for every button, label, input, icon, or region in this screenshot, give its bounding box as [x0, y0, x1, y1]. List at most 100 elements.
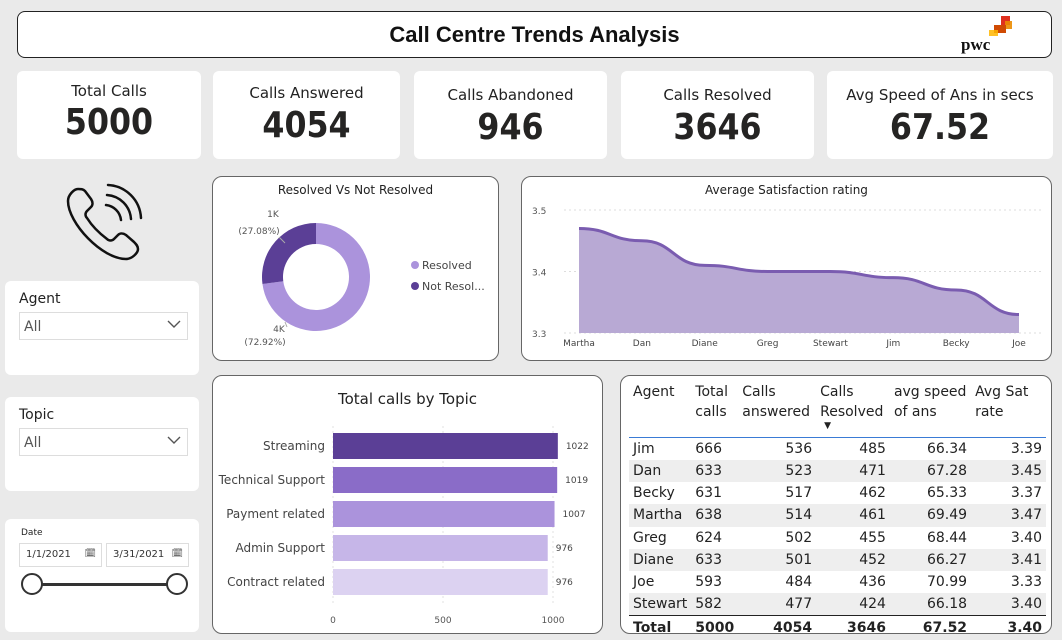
table-cell: 424 [859, 596, 886, 613]
kpi-card-avg-speed: Avg Speed of Ans in secs 67.52 [827, 71, 1053, 159]
table-row[interactable]: Dan 633 523 471 67.28 3.45 [629, 460, 1046, 483]
date-slicer-label: Date [21, 528, 43, 538]
start-date-input[interactable]: 1/1/2021 🗓 [19, 543, 102, 567]
bar-data-label: 976 [556, 578, 573, 588]
bar-chart: 0 500 1000 Streaming 1022 Technical Support 10… [218, 426, 589, 626]
sort-descending-icon: ▼ [824, 421, 832, 431]
table-cell: 582 [695, 596, 722, 613]
table-row[interactable]: Diane 633 501 452 66.27 3.41 [629, 548, 1046, 571]
y-tick-label: Admin Support [236, 541, 326, 555]
table-cell: 638 [695, 507, 722, 524]
bar-title: Total calls by Topic [337, 390, 478, 408]
column-header-total-calls[interactable]: Total calls [695, 384, 728, 420]
donut-data-label: 4K [273, 325, 286, 335]
donut-slice[interactable] [262, 223, 316, 285]
area-series-line[interactable] [578, 226, 1020, 317]
table-cell: Greg [633, 529, 667, 546]
table-cell: 3.40 [971, 615, 1046, 640]
table-cell: 452 [859, 551, 886, 568]
table-cell: 4054 [738, 615, 817, 640]
kpi-value: 5000 [64, 102, 154, 143]
end-date-value: 3/31/2021 [113, 549, 165, 560]
y-tick-label: Technical Support [218, 473, 326, 487]
kpi-card-calls-answered: Calls Answered 4054 [213, 71, 400, 159]
x-tick-label: Diane [692, 339, 719, 349]
table-cell: 65.33 [926, 485, 968, 502]
donut-leader-line [284, 321, 288, 328]
date-slider-track[interactable] [31, 583, 177, 586]
column-header-avg-speed[interactable]: avg speed of ans [893, 384, 967, 420]
kpi-value: 67.52 [889, 107, 991, 148]
donut-percent-label: (72.92%) [244, 338, 285, 348]
table-cell: Dan [633, 463, 662, 480]
chevron-down-icon [167, 436, 181, 444]
table-row[interactable]: Joe 593 484 436 70.99 3.33 [629, 571, 1046, 593]
page-title: Call Centre Trends Analysis [389, 22, 680, 47]
kpi-label: Total Calls [71, 82, 147, 100]
table-row[interactable]: Jim 666 536 485 66.34 3.39 [629, 438, 1046, 461]
table-cell: 631 [695, 485, 722, 502]
table-cell: 477 [785, 596, 813, 613]
x-tick-label: Stewart [813, 339, 848, 349]
topic-dropdown[interactable]: All [19, 428, 188, 456]
table-cell: 485 [859, 441, 886, 457]
donut-title: Resolved Vs Not Resolved [277, 183, 434, 197]
kpi-value: 3646 [673, 107, 762, 148]
bar[interactable] [333, 569, 548, 595]
legend-label[interactable]: Not Resol... [422, 280, 485, 293]
end-date-input[interactable]: 3/31/2021 🗓 [106, 543, 189, 567]
y-tick-label: Payment related [226, 507, 325, 521]
topic-slicer: Topic All [5, 397, 199, 491]
x-tick-label: Becky [943, 339, 971, 349]
start-date-value: 1/1/2021 [26, 549, 71, 560]
table-header-row: Agent Total calls Calls answered Calls R… [629, 380, 1046, 438]
x-tick-label: Martha [563, 339, 595, 349]
table-row[interactable]: Becky 631 517 462 65.33 3.37 [629, 482, 1046, 504]
table-cell: 502 [785, 529, 813, 546]
table-cell: Joe [633, 574, 655, 591]
table-row[interactable]: Stewart 582 477 424 66.18 3.40 [629, 593, 1046, 616]
column-header-calls-resolved[interactable]: Calls Resolved ▼ [816, 380, 890, 438]
column-header-avg-sat[interactable]: Avg Sat rate [975, 384, 1029, 420]
agent-slicer-label: Agent [19, 291, 61, 307]
bar[interactable] [333, 467, 558, 493]
bar[interactable] [333, 433, 558, 459]
y-tick-label: Streaming [263, 439, 325, 453]
table-cell: 3.40 [1010, 596, 1042, 613]
donut-slice[interactable] [262, 223, 370, 331]
table-cell: 3.45 [1010, 463, 1042, 480]
satisfaction-area-panel: Average Satisfaction rating 3.5 3.4 3.3 Mar… [521, 176, 1052, 361]
table-cell: 462 [859, 485, 886, 502]
x-tick-label: Jim [885, 339, 900, 349]
donut-data-label: 1K [267, 210, 280, 220]
title-bar: Call Centre Trends Analysis pwc [17, 11, 1052, 58]
table-cell: 70.99 [926, 574, 968, 591]
table-cell: 666 [695, 441, 722, 457]
bar[interactable] [333, 535, 548, 561]
table-cell: 3.33 [1010, 574, 1042, 591]
x-tick-label: 0 [330, 616, 336, 626]
agent-dropdown[interactable]: All [19, 312, 188, 340]
table-body: Jim 666 536 485 66.34 3.39 Dan 633 523 471 67.28 3.… [629, 438, 1046, 616]
kpi-value: 4054 [262, 105, 351, 146]
column-header-calls-answered[interactable]: Calls answered [742, 384, 811, 420]
agent-slicer: Agent All [5, 281, 199, 375]
table-row[interactable]: Martha 638 514 461 69.49 3.47 [629, 504, 1046, 527]
column-header-agent[interactable]: Agent [633, 384, 675, 400]
bar-data-label: 976 [556, 544, 573, 554]
date-slider-end-handle[interactable] [166, 573, 188, 595]
area-title: Average Satisfaction rating [705, 183, 868, 197]
chevron-down-icon [167, 320, 181, 328]
table-row[interactable]: Greg 624 502 455 68.44 3.40 [629, 527, 1046, 549]
donut-chart: 4K (72.92%) 1K (27.08%) Resolved Not Resol... [238, 210, 485, 348]
table-cell: 5000 [691, 615, 739, 640]
calendar-icon[interactable]: 🗓 [171, 549, 183, 559]
kpi-card-total-calls: Total Calls 5000 [17, 71, 201, 159]
date-slider-start-handle[interactable] [21, 573, 43, 595]
x-tick-label: Dan [633, 339, 651, 349]
calendar-icon[interactable]: 🗓 [84, 549, 96, 559]
kpi-card-calls-resolved: Calls Resolved 3646 [621, 71, 814, 159]
bar[interactable] [333, 501, 555, 527]
x-tick-label: Greg [757, 339, 779, 349]
legend-label[interactable]: Resolved [422, 259, 472, 272]
